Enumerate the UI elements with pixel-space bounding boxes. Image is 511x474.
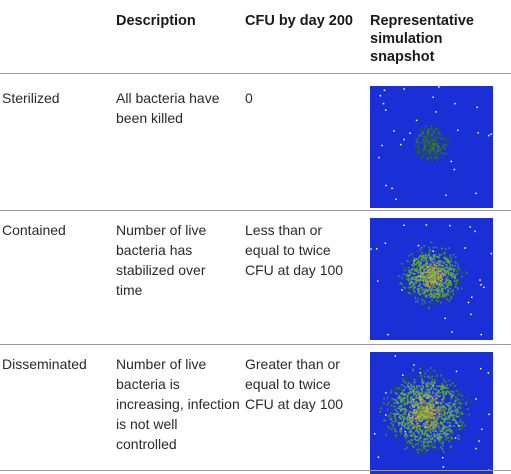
header-snapshot: Representative simulation snapshot <box>370 13 474 65</box>
row-divider-2 <box>0 344 511 345</box>
header-cfu: CFU by day 200 <box>245 13 353 29</box>
row-cfu-sterilized: 0 <box>245 90 253 106</box>
header-divider <box>0 73 511 74</box>
simulation-snapshot-image <box>370 218 493 340</box>
row-description-contained: Number of live bacteria has stabilized o… <box>116 222 207 298</box>
header-description: Description <box>116 13 196 29</box>
row-label-disseminated: Disseminated <box>2 356 87 372</box>
snapshot-contained <box>370 218 493 340</box>
row-description-sterilized: All bacteria have been killed <box>116 90 220 126</box>
simulation-snapshot-image <box>370 86 493 208</box>
row-description-disseminated: Number of live bacteria is increasing, i… <box>116 356 240 452</box>
snapshot-disseminated <box>370 352 493 474</box>
row-cfu-contained: Less than or equal to twice CFU at day 1… <box>245 222 344 278</box>
row-label-sterilized: Sterilized <box>2 90 60 106</box>
table-bottom-rule <box>0 470 511 471</box>
row-cfu-disseminated: Greater than or equal to twice CFU at da… <box>245 356 344 412</box>
snapshot-sterilized <box>370 86 493 208</box>
row-divider-1 <box>0 210 511 211</box>
simulation-snapshot-image <box>370 352 493 474</box>
row-label-contained: Contained <box>2 222 66 238</box>
